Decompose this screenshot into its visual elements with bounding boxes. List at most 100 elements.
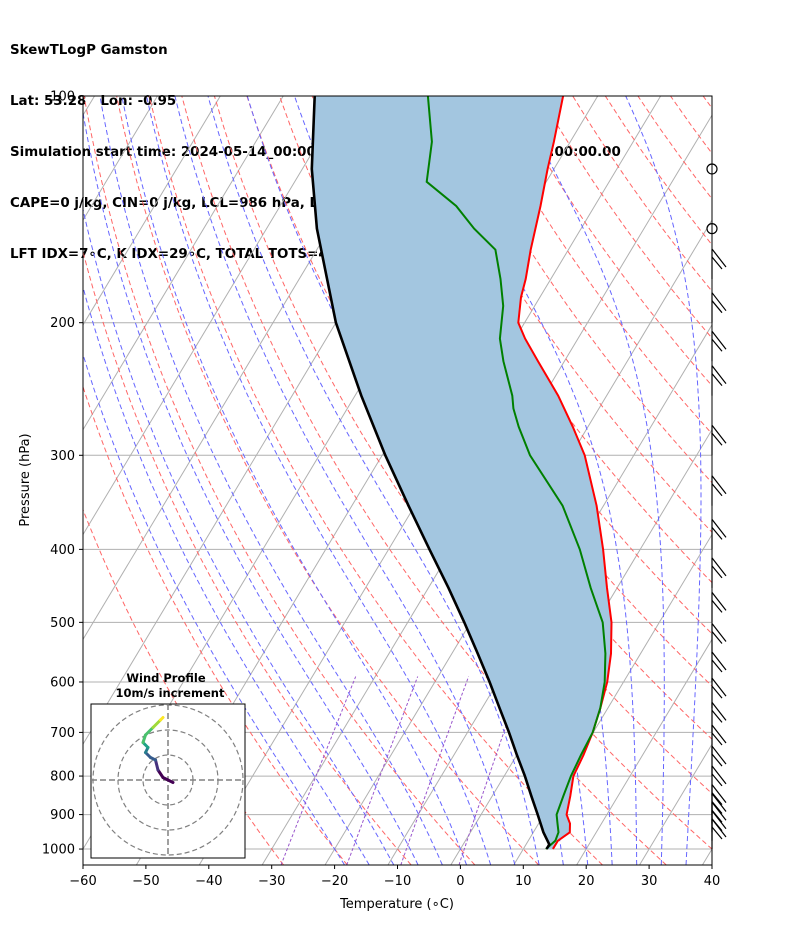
wind-barb-flag — [711, 745, 727, 765]
wind-barb-flag — [711, 591, 727, 611]
wind-barb-flag — [711, 292, 727, 312]
dry-adiabat — [181, 96, 667, 865]
hodograph-title: Wind Profile — [126, 671, 206, 685]
isotherm-line — [765, 96, 794, 865]
wind-barb-flag — [711, 432, 723, 446]
hodograph-segment — [144, 726, 155, 737]
x-axis-label: Temperature (∘C) — [339, 897, 454, 912]
x-tick-label: 30 — [641, 874, 658, 889]
wind-barb-flag — [711, 373, 723, 387]
wind-barb-flag — [711, 702, 727, 721]
x-tick-label: 40 — [704, 874, 721, 889]
hodograph-segment — [154, 758, 160, 772]
mixing-ratio-line — [280, 676, 357, 865]
y-tick-label: 900 — [50, 808, 75, 823]
dry-adiabat — [83, 96, 476, 865]
wind-barb-flag — [711, 519, 727, 538]
isotherm-line — [83, 96, 221, 326]
y-tick-label: 200 — [50, 316, 75, 331]
hodograph-segment — [161, 776, 175, 784]
hodograph-subtitle: 10m/s increment — [116, 686, 225, 700]
x-tick-label: −20 — [321, 874, 348, 889]
y-tick-label: 300 — [50, 449, 75, 464]
dry-adiabat — [572, 96, 712, 292]
wind-barb-flag — [711, 710, 723, 723]
moist-adiabat — [625, 96, 702, 865]
dry-adiabat — [736, 96, 794, 865]
wind-barb-flag — [711, 651, 727, 671]
dry-adiabat — [116, 96, 540, 865]
moist-adiabat — [146, 96, 492, 865]
wind-barb-flag — [711, 818, 723, 832]
moist-adiabat — [83, 285, 370, 865]
cape-shade — [311, 96, 612, 849]
dewpoint-profile — [425, 96, 607, 850]
temperature-profile — [517, 96, 613, 850]
dry-adiabat — [409, 96, 712, 533]
dry-adiabat — [768, 96, 794, 865]
dry-adiabat — [441, 96, 712, 484]
wind-barb-flag — [711, 330, 727, 350]
moist-adiabat — [207, 96, 540, 865]
dry-adiabat — [213, 96, 712, 850]
x-tick-label: −40 — [195, 874, 222, 889]
y-tick-label: 600 — [50, 675, 75, 690]
hodograph-segment — [151, 718, 162, 729]
wind-barb-flag — [711, 659, 723, 673]
wind-barb-flag — [711, 801, 723, 814]
wind-barb-flag — [711, 365, 727, 385]
x-tick-label: −10 — [384, 874, 411, 889]
x-tick-label: −50 — [132, 874, 159, 889]
isotherm-line — [83, 96, 284, 431]
chart-title: SkewTLogP Gamston — [10, 43, 168, 58]
wind-barb-flag — [711, 826, 723, 840]
moist-adiabat — [515, 96, 665, 865]
moist-adiabat — [121, 96, 468, 865]
dry-adiabat — [474, 96, 712, 435]
y-tick-label: 500 — [50, 616, 75, 631]
moist-adiabat — [83, 110, 419, 865]
hodograph-segment — [156, 768, 165, 779]
moist-adiabat — [83, 207, 395, 865]
x-axis: −60 −50 −40 −30 −20 −10 0 10 20 30 40 — [69, 865, 720, 889]
x-tick-label: −60 — [69, 874, 96, 889]
dry-adiabat — [83, 385, 348, 865]
wind-barb-flag — [711, 765, 727, 785]
wind-barb-flag — [711, 256, 723, 270]
wind-barb-flag — [711, 338, 723, 352]
wind-barb-flag — [711, 424, 727, 444]
y-tick-label: 400 — [50, 543, 75, 558]
wind-barb-flag — [711, 732, 723, 746]
x-tick-label: 0 — [456, 874, 464, 889]
data-layer — [310, 96, 613, 850]
wind-barb-flag — [711, 793, 727, 812]
y-tick-label: 800 — [50, 770, 75, 785]
parcel-profile — [310, 96, 551, 850]
moist-adiabat — [99, 96, 443, 865]
moist-adiabat — [424, 96, 638, 865]
calm-wind-circle — [706, 163, 718, 175]
wind-barbs — [706, 163, 727, 850]
moist-adiabat — [83, 352, 345, 865]
y-tick-label: 100 — [50, 90, 75, 105]
calm-wind-circle — [706, 223, 718, 235]
wind-barb-flag — [711, 300, 723, 314]
wind-barb-flag — [711, 475, 727, 495]
hodograph: Wind Profile 10m/s increment — [90, 671, 246, 859]
isotherm-line — [83, 96, 95, 117]
dry-adiabat — [670, 96, 712, 155]
isotherm-line — [576, 638, 712, 865]
wind-barb-flag — [711, 248, 727, 268]
mixing-ratio-line — [346, 676, 419, 865]
wind-barb-flag — [711, 773, 723, 787]
dry-adiabat — [604, 96, 712, 246]
y-axis-label: Pressure (hPa) — [18, 433, 33, 526]
mixing-ratio-line — [400, 676, 470, 865]
x-tick-label: 20 — [578, 874, 595, 889]
y-tick-label: 700 — [50, 726, 75, 741]
moist-adiabat — [174, 96, 516, 865]
wind-barb-flag — [711, 792, 723, 805]
wind-barb-flag — [711, 557, 727, 577]
grid-layer — [83, 96, 794, 865]
